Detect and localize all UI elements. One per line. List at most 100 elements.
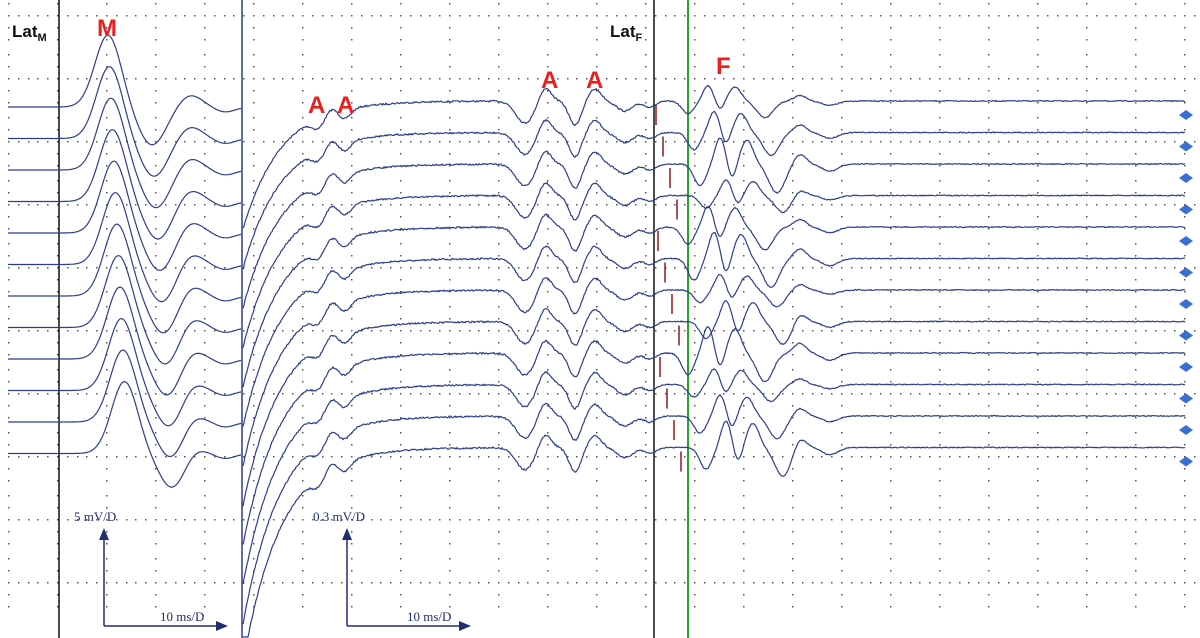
grid-dot xyxy=(645,192,647,194)
grid-dot xyxy=(841,117,843,119)
grid-dot xyxy=(939,405,941,407)
grid-dot xyxy=(273,456,275,458)
grid-dot xyxy=(841,15,843,17)
grid-dot xyxy=(1184,90,1186,92)
grid-dot xyxy=(351,153,353,155)
grid-dot xyxy=(978,519,980,521)
grid-dot xyxy=(782,330,784,332)
grid-dot xyxy=(253,15,255,17)
grid-dot xyxy=(1115,15,1117,17)
grid-dot xyxy=(1086,456,1088,458)
grid-dot xyxy=(351,456,353,458)
grid-dot xyxy=(988,306,990,308)
grid-dot xyxy=(165,204,167,206)
grid-dot xyxy=(253,354,255,356)
grid-dot xyxy=(763,15,765,17)
grid-dot xyxy=(498,141,500,143)
grid-dot xyxy=(792,78,794,80)
grid-dot xyxy=(410,78,412,80)
grid-dot xyxy=(8,468,10,470)
grid-dot xyxy=(253,369,255,371)
grid-dot xyxy=(1115,519,1117,521)
grid-dot xyxy=(1184,66,1186,68)
grid-dot xyxy=(1115,393,1117,395)
grid-dot xyxy=(547,243,549,245)
grid-dot xyxy=(498,78,500,80)
grid-dot xyxy=(312,204,314,206)
grid-dot xyxy=(116,582,118,584)
grid-dot xyxy=(557,204,559,206)
grid-dot xyxy=(253,558,255,560)
grid-dot xyxy=(910,141,912,143)
grid-dot xyxy=(596,54,598,56)
grid-dot xyxy=(1047,78,1049,80)
grid-dot xyxy=(1135,456,1137,458)
grid-dot xyxy=(547,519,549,521)
grid-dot xyxy=(469,204,471,206)
grid-dot xyxy=(498,354,500,356)
grid-dot xyxy=(586,519,588,521)
f-wave-trace xyxy=(242,110,1186,270)
grid-dot xyxy=(302,405,304,407)
grid-dot xyxy=(165,141,167,143)
m-wave-trace xyxy=(8,223,242,334)
grid-dot xyxy=(1086,3,1088,5)
grid-dot xyxy=(812,582,814,584)
grid-dot xyxy=(586,456,588,458)
grid-dot xyxy=(273,78,275,80)
grid-dot xyxy=(723,393,725,395)
grid-dot xyxy=(488,78,490,80)
grid-dot xyxy=(57,570,59,572)
grid-dot xyxy=(674,330,676,332)
grid-dot xyxy=(263,393,265,395)
grid-dot xyxy=(214,15,216,17)
grid-dot xyxy=(576,15,578,17)
grid-dot xyxy=(1037,180,1039,182)
grid-dot xyxy=(763,78,765,80)
grid-dot xyxy=(106,393,108,395)
grid-dot xyxy=(743,153,745,155)
grid-dot xyxy=(939,3,941,5)
grid-dot xyxy=(449,291,451,293)
grid-dot xyxy=(400,15,402,17)
grid-dot xyxy=(67,393,69,395)
grid-dot xyxy=(1184,15,1186,17)
grid-dot xyxy=(596,531,598,533)
grid-dot xyxy=(890,480,892,482)
grid-dot xyxy=(782,519,784,521)
grid-dot xyxy=(988,228,990,230)
grid-dot xyxy=(1066,15,1068,17)
grid-dot xyxy=(714,267,716,269)
grid-dot xyxy=(968,78,970,80)
grid-dot xyxy=(341,141,343,143)
grid-dot xyxy=(645,117,647,119)
grid-dot xyxy=(1184,267,1186,269)
grid-dot xyxy=(694,318,696,320)
grid-dot xyxy=(1008,267,1010,269)
grid-dot xyxy=(929,519,931,521)
grid-dot xyxy=(870,330,872,332)
grid-dot xyxy=(96,15,98,17)
grid-dot xyxy=(135,456,137,458)
grid-dot xyxy=(469,15,471,17)
grid-dot xyxy=(8,342,10,344)
grid-dot xyxy=(214,582,216,584)
grid-dot xyxy=(18,267,20,269)
grid-dot xyxy=(233,78,235,80)
grid-dot xyxy=(1086,354,1088,356)
grid-dot xyxy=(1086,90,1088,92)
grid-dot xyxy=(57,444,59,446)
grid-dot xyxy=(1066,393,1068,395)
m-wave-trace xyxy=(8,34,242,146)
grid-dot xyxy=(116,141,118,143)
grid-dot xyxy=(606,456,608,458)
grid-dot xyxy=(753,456,755,458)
grid-dot xyxy=(831,456,833,458)
grid-dot xyxy=(1135,78,1137,80)
grid-dot xyxy=(1194,15,1196,17)
trace-end-marker xyxy=(1179,362,1193,372)
grid-dot xyxy=(939,480,941,482)
grid-dot xyxy=(792,606,794,608)
grid-dot xyxy=(1027,15,1029,17)
grid-dot xyxy=(1125,78,1127,80)
